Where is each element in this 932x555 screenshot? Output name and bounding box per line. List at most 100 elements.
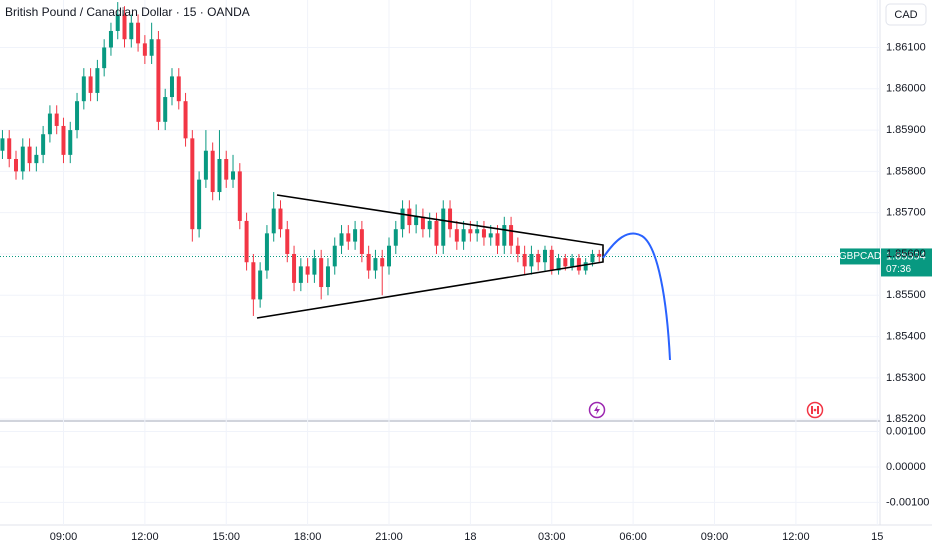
- candle-body: [400, 208, 405, 230]
- candle-body: [332, 245, 337, 267]
- triangle-pattern: [256, 194, 604, 319]
- symbol-tag: [840, 248, 880, 265]
- event-icon[interactable]: [806, 401, 824, 419]
- candle-body: [169, 76, 174, 98]
- candle-body: [475, 229, 480, 234]
- candle-body: [312, 258, 317, 275]
- x-tick-label: 15: [871, 531, 883, 543]
- candle-body: [224, 158, 229, 180]
- x-tick-label: 06:00: [619, 531, 647, 543]
- candle-body: [68, 130, 73, 155]
- candle-body: [176, 76, 181, 102]
- candle-body: [102, 47, 107, 69]
- candle-body: [495, 233, 500, 246]
- candle-body: [27, 146, 32, 164]
- y-tick-label: 0.00000: [886, 461, 926, 473]
- candle-body: [597, 253, 602, 257]
- candle-body: [515, 245, 520, 254]
- candle-body: [237, 171, 242, 221]
- candle-body: [590, 253, 595, 263]
- candle-body: [0, 138, 5, 151]
- candle-body: [509, 225, 514, 246]
- y-tick-label: 1.85400: [886, 330, 926, 342]
- candle-body: [163, 97, 168, 122]
- candle-body: [20, 146, 25, 172]
- y-tick-label: 1.85200: [886, 413, 926, 425]
- candle-body: [210, 150, 215, 193]
- candle-body: [576, 258, 581, 271]
- candle-body: [61, 125, 66, 155]
- price-tags: GBPCAD 1.85594 07:36: [839, 248, 932, 277]
- candle-body: [373, 258, 378, 271]
- candle-body: [448, 208, 453, 230]
- candle-body: [34, 154, 39, 164]
- currency-button[interactable]: [885, 3, 927, 26]
- candle-body: [393, 229, 398, 246]
- candle-body: [441, 208, 446, 246]
- candle-body: [536, 253, 541, 263]
- candle-body: [41, 134, 46, 155]
- candle-body: [264, 233, 269, 271]
- candle-body: [231, 171, 236, 180]
- candle-body: [217, 158, 222, 193]
- candle-body: [434, 220, 439, 246]
- y-tick-label: 1.85500: [886, 289, 926, 301]
- x-tick-label: 03:00: [538, 531, 566, 543]
- candle-body: [570, 258, 575, 267]
- candle-body: [258, 270, 263, 300]
- grid: [0, 0, 880, 525]
- candles: [0, 2, 602, 316]
- candle-body: [556, 258, 561, 271]
- candle-body: [542, 249, 547, 263]
- candle-body: [339, 233, 344, 246]
- candle-body: [325, 266, 330, 288]
- candle-body: [244, 220, 249, 263]
- candle-body: [563, 258, 568, 267]
- candle-body: [149, 39, 154, 56]
- candle-body: [319, 258, 324, 288]
- x-tick-label: 09:00: [50, 531, 78, 543]
- y-tick-label: 1.85600: [886, 248, 926, 260]
- candle-body: [346, 233, 351, 242]
- candle-body: [461, 229, 466, 242]
- candle-body: [549, 249, 554, 271]
- candle-body: [142, 43, 147, 56]
- candle-body: [359, 229, 364, 254]
- candle-body: [285, 229, 290, 254]
- candle-body: [183, 101, 188, 139]
- candle-body: [583, 262, 588, 271]
- y-tick-label: 1.86000: [886, 83, 926, 95]
- candle-body: [366, 253, 371, 271]
- candle-body: [529, 253, 534, 267]
- candle-body: [122, 14, 127, 40]
- x-tick-label: 15:00: [212, 531, 240, 543]
- x-tick-label: 12:00: [782, 531, 810, 543]
- candle-body: [481, 229, 486, 238]
- price-tag-label: 1.85594: [886, 250, 926, 262]
- candle-body: [387, 245, 392, 267]
- candle-body: [47, 113, 52, 135]
- candle-body: [251, 262, 256, 300]
- candle-body: [454, 229, 459, 242]
- candle-body: [420, 216, 425, 230]
- candle-body: [54, 113, 59, 126]
- candle-body: [427, 220, 432, 230]
- candle-body: [522, 253, 527, 267]
- x-tick-label: 18: [464, 531, 476, 543]
- candle-body: [88, 76, 93, 93]
- x-tick-label: 21:00: [375, 531, 403, 543]
- y-tick-label: 1.85300: [886, 372, 926, 384]
- candle-body: [7, 138, 12, 159]
- event-icon[interactable]: [588, 401, 606, 419]
- candle-body: [353, 229, 358, 242]
- currency-label[interactable]: CAD: [894, 9, 917, 21]
- x-tick-label: 09:00: [701, 531, 729, 543]
- candle-body: [190, 138, 195, 230]
- candle-body: [407, 208, 412, 226]
- candle-body: [14, 158, 19, 172]
- y-tick-label: -0.00100: [886, 496, 929, 508]
- candle-body: [81, 76, 86, 102]
- candle-body: [414, 216, 419, 226]
